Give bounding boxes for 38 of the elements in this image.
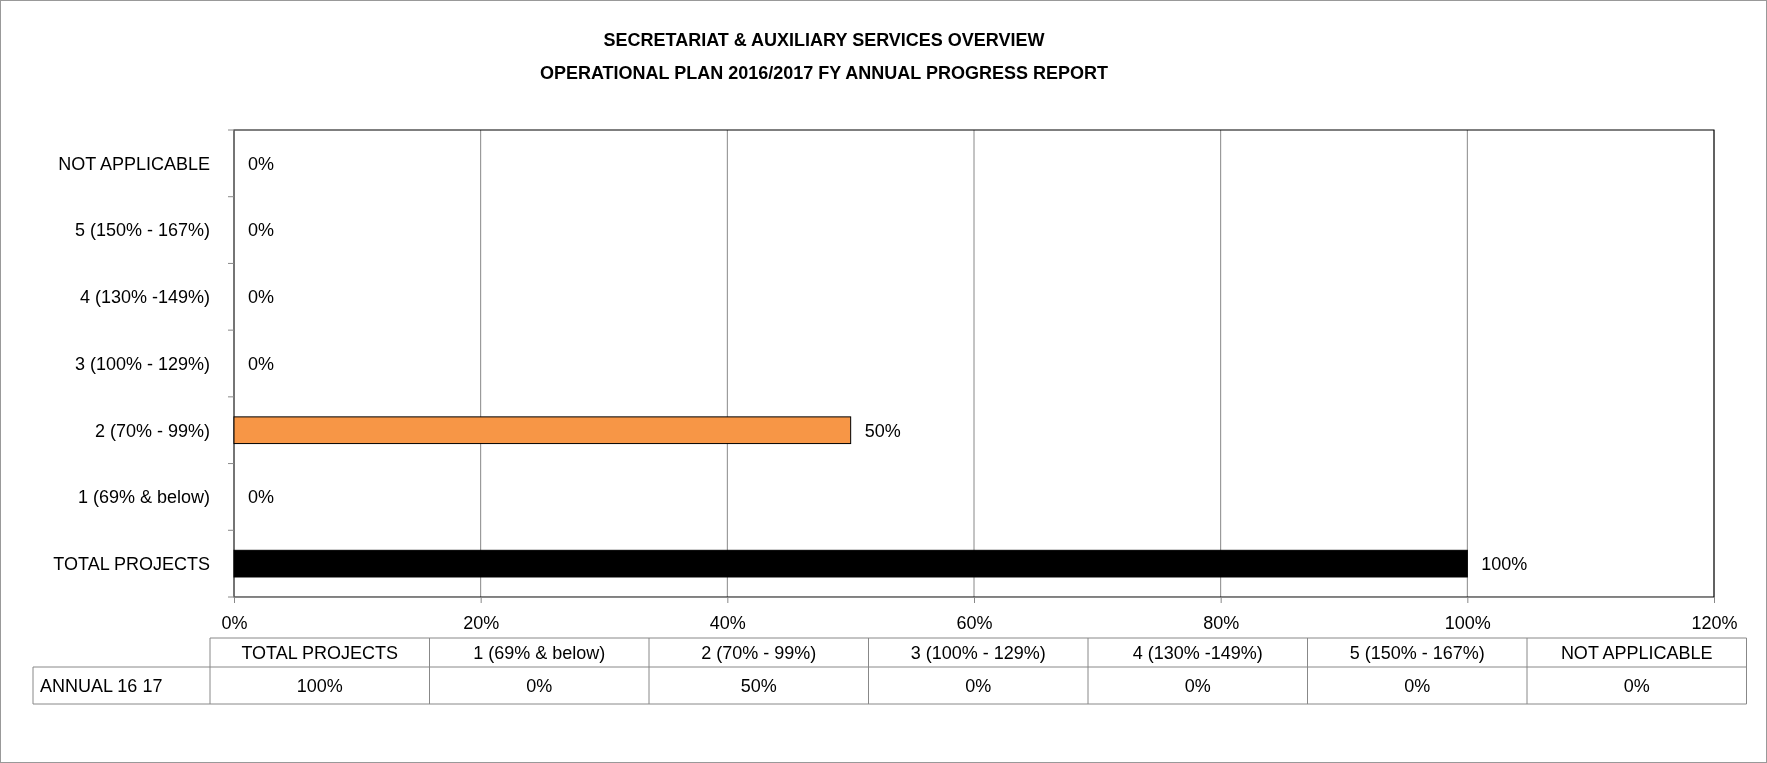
category-label: 4 (130% -149%) [1132, 642, 1263, 663]
y-tick-label: 4 (130% -149%) [79, 287, 210, 308]
y-tick-label: 1 (69% & below) [77, 487, 210, 508]
y-tick-label: 5 (150% - 167%) [74, 220, 210, 241]
x-tick-label: 0% [221, 613, 248, 634]
x-tick-label: 80% [1203, 613, 1240, 634]
category-label: TOTAL PROJECTS [241, 642, 399, 663]
x-tick-label: 60% [956, 613, 993, 634]
text: 0% [1404, 675, 1431, 696]
y-tick-label: TOTAL PROJECTS [53, 553, 210, 574]
data-label: 0% [248, 353, 275, 374]
data-label: 100% [1481, 553, 1528, 574]
x-tick-label: 40% [709, 613, 746, 634]
data-label: 0% [248, 487, 275, 508]
y-tick-label: 3 (100% - 129%) [74, 353, 210, 374]
text: 50% [740, 675, 777, 696]
data-label: 0% [248, 287, 275, 308]
category-label: 2 (70% - 99%) [701, 642, 817, 663]
x-tick-label: 20% [463, 613, 500, 634]
chart-subtitle: OPERATIONAL PLAN 2016/2017 FY ANNUAL PROGRESS REPORT [539, 63, 1109, 83]
text: 0% [965, 675, 992, 696]
category-label: 3 (100% - 129%) [910, 642, 1046, 663]
y-tick-label: 2 (70% - 99%) [94, 420, 210, 441]
chart-title: SECRETARIAT & AUXILIARY SERVICES OVERVIEW [603, 30, 1045, 50]
category-label: 1 (69% & below) [473, 642, 606, 663]
x-tick-label: 120% [1691, 613, 1738, 634]
y-tick-label: NOT APPLICABLE [58, 153, 210, 174]
text: 0% [526, 675, 553, 696]
text: 0% [1623, 675, 1650, 696]
x-tick-label: 100% [1444, 613, 1491, 634]
text: ANNUAL 16 17 [40, 675, 163, 696]
data-label: 0% [248, 220, 275, 241]
data-label: 50% [864, 420, 901, 441]
text: 100% [296, 675, 343, 696]
data-label: 0% [248, 153, 275, 174]
text: 0% [1184, 675, 1211, 696]
category-label: 5 (150% - 167%) [1349, 642, 1485, 663]
category-label: NOT APPLICABLE [1560, 642, 1713, 663]
